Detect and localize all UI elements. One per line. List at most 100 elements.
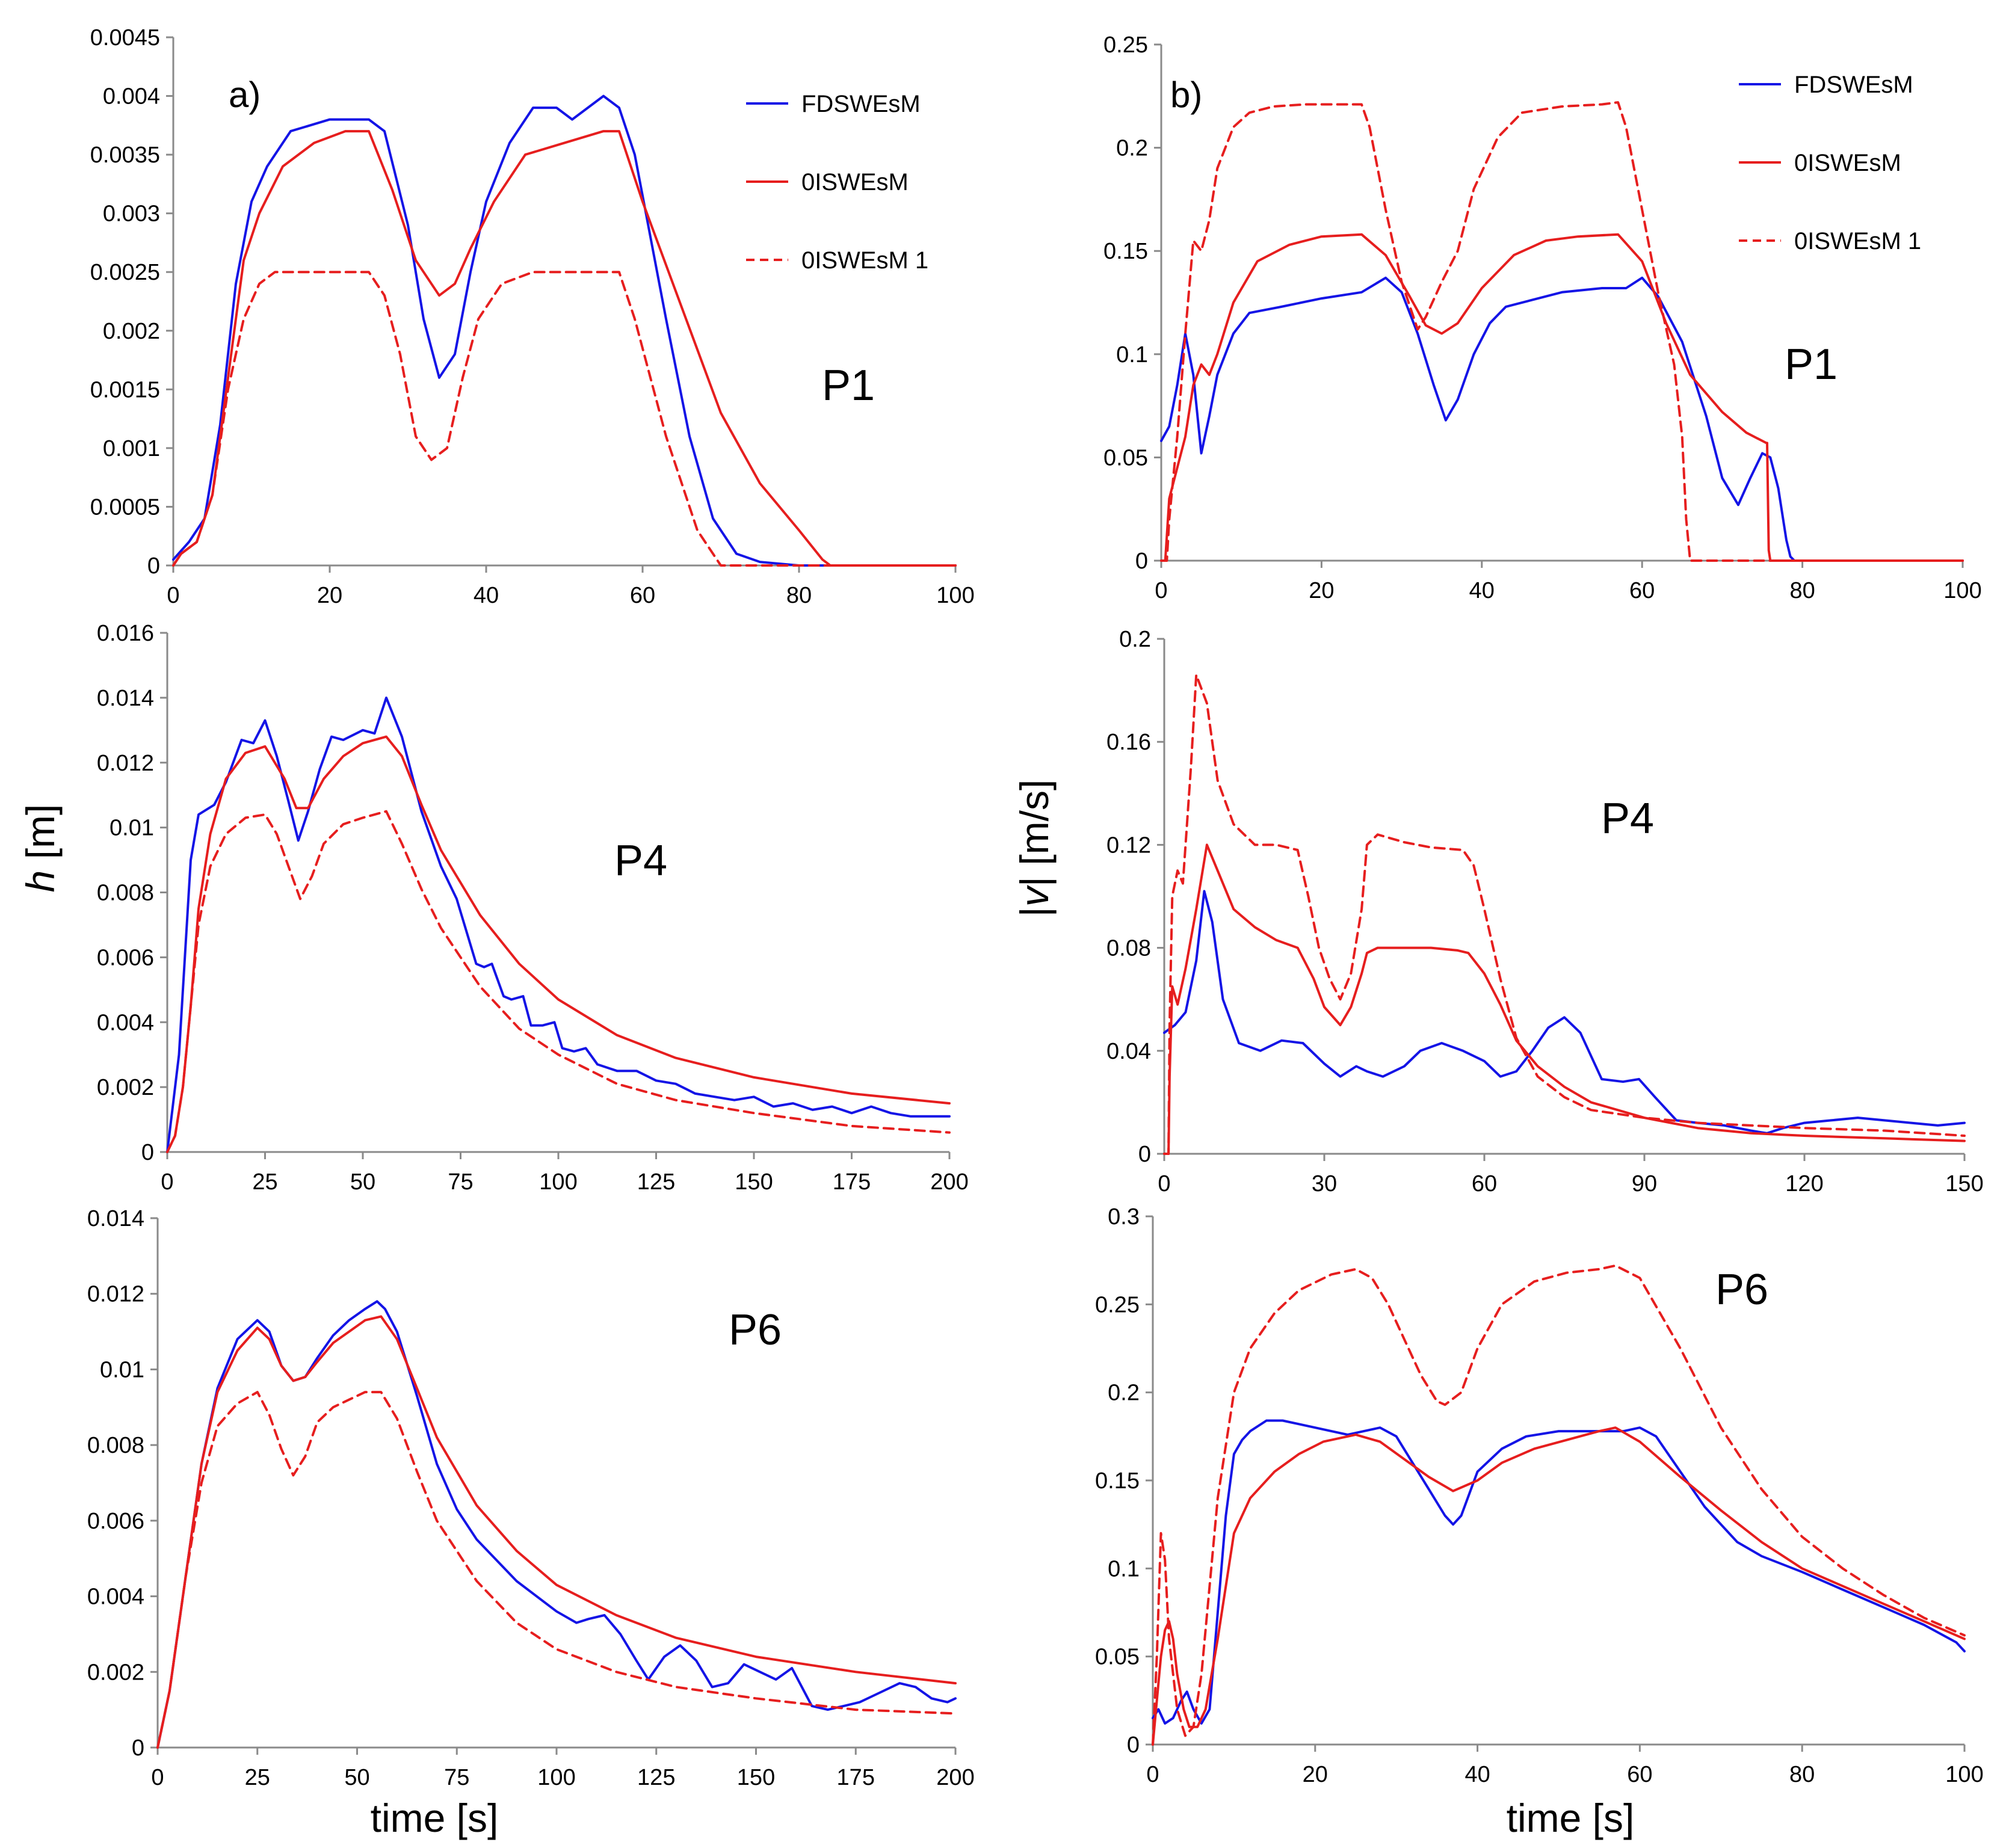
x-tick-label: 100 — [1943, 578, 1981, 603]
panel-a: 0 0.0005 0.001 0.0015 0.002 0.0025 0.003 0.0035… — [90, 25, 975, 608]
y-tick-label: 0.08 — [1106, 936, 1151, 961]
x-tick-label: 60 — [630, 583, 655, 608]
series-line-fdswesm — [1163, 890, 1966, 1135]
x-tick-label: 50 — [350, 1169, 375, 1195]
series-line-0iswesm — [1152, 1426, 1966, 1746]
y-tick-label: 0.05 — [1103, 445, 1148, 470]
y-tick-label: 0.2 — [1116, 136, 1148, 161]
x-tick-label: 150 — [737, 1765, 775, 1790]
x-tick-label: 200 — [936, 1765, 974, 1790]
series-line-fdswesm — [172, 94, 957, 567]
y-tick-label: 0.01 — [100, 1357, 144, 1382]
y-tick-label: 0.008 — [87, 1433, 144, 1458]
x-tick-label: 25 — [252, 1169, 277, 1195]
series-line-0iswesm-1 — [156, 1391, 957, 1749]
x-tick-label: 125 — [637, 1765, 675, 1790]
y-axis-label-h: h [m] — [18, 804, 63, 893]
x-tick-label: 25 — [245, 1765, 270, 1790]
y-tick-label: 0.0025 — [90, 260, 160, 285]
y-tick-label: 0 — [141, 1140, 154, 1165]
x-tick-label: 200 — [930, 1169, 968, 1195]
legend-label: 0ISWEsM — [801, 169, 909, 196]
x-tick-label: 100 — [936, 583, 974, 608]
y-tick-label: 0.0015 — [90, 377, 160, 402]
station-label: P4 — [614, 837, 667, 885]
panel-c: 0 0.002 0.004 0.006 0.008 0.01 0.012 0.014 0.016… — [97, 621, 969, 1195]
y-tick-label: 0.01 — [110, 816, 154, 841]
panel-b: 0 0.05 0.1 0.15 0.2 0.25 0 20 40 60 80 100 P1 b) FDSWE… — [1103, 32, 1982, 603]
y-tick-label: 0.0045 — [90, 25, 160, 51]
panel-e: 0 0.002 0.004 0.006 0.008 0.01 0.012 0.014 0 25 50… — [87, 1206, 975, 1790]
legend-label: 0ISWEsM 1 — [1794, 228, 1921, 254]
x-tick-label: 20 — [317, 583, 342, 608]
y-tick-label: 0.002 — [87, 1660, 144, 1685]
series-line-fdswesm — [166, 696, 951, 1153]
series-line-0iswesm — [166, 735, 951, 1153]
series-line-0iswesm-1 — [1160, 101, 1964, 562]
panel-d: 0 0.04 0.08 0.12 0.16 0.2 0 30 60 90 120 150 P4 — [1106, 627, 1984, 1197]
y-tick-label: 0.003 — [103, 202, 160, 227]
x-tick-label: 125 — [637, 1169, 675, 1195]
y-tick-label: 0.004 — [97, 1010, 154, 1035]
x-tick-label: 100 — [537, 1765, 575, 1790]
x-axis-label-left: time [s] — [371, 1796, 499, 1840]
y-tick-label: 0.006 — [87, 1509, 144, 1534]
x-tick-label: 0 — [151, 1765, 164, 1790]
y-tick-label: 0.15 — [1095, 1468, 1140, 1494]
station-label: P1 — [822, 362, 875, 410]
x-tick-label: 75 — [444, 1765, 469, 1790]
y-tick-label: 0.008 — [97, 881, 154, 906]
x-tick-label: 20 — [1303, 1762, 1328, 1787]
legend-label: FDSWEsM — [1794, 72, 1913, 98]
series-line-0iswesm — [1163, 843, 1966, 1155]
y-tick-label: 0.006 — [97, 945, 154, 970]
x-tick-label: 175 — [837, 1765, 875, 1790]
panel-letter: a) — [229, 75, 261, 115]
y-tick-label: 0 — [132, 1736, 144, 1761]
x-tick-label: 50 — [344, 1765, 369, 1790]
x-tick-label: 60 — [1629, 578, 1655, 603]
y-tick-label: 0.002 — [103, 319, 160, 344]
x-tick-label: 60 — [1627, 1762, 1652, 1787]
x-tick-label: 0 — [1146, 1762, 1159, 1787]
y-tick-label: 0.0035 — [90, 143, 160, 168]
y-tick-label: 0.05 — [1095, 1645, 1140, 1670]
x-tick-label: 60 — [1472, 1171, 1497, 1197]
x-tick-label: 75 — [448, 1169, 473, 1195]
panel-f: 0 0.05 0.1 0.15 0.2 0.25 0.3 0 20 40 60 80 100 P6 — [1095, 1204, 1984, 1787]
y-tick-label: 0 — [1138, 1142, 1151, 1167]
panel-letter: b) — [1170, 75, 1202, 115]
x-tick-label: 120 — [1785, 1171, 1823, 1197]
series-line-0iswesm — [156, 1315, 957, 1749]
series-line-0iswesm-1 — [1152, 1264, 1966, 1746]
x-tick-label: 90 — [1632, 1171, 1657, 1197]
x-tick-label: 80 — [1789, 578, 1815, 603]
x-tick-label: 100 — [539, 1169, 577, 1195]
station-label: P4 — [1601, 795, 1654, 843]
y-tick-label: 0.016 — [97, 621, 154, 646]
y-tick-label: 0.2 — [1108, 1381, 1140, 1406]
y-tick-label: 0.1 — [1116, 342, 1148, 368]
x-tick-label: 0 — [1158, 1171, 1170, 1197]
x-axis-label-right: time [s] — [1507, 1796, 1635, 1840]
series-line-fdswesm — [1160, 276, 1964, 562]
station-label: P6 — [1715, 1266, 1768, 1314]
series-line-0iswesm-1 — [166, 810, 951, 1153]
series-line-0iswesm-1 — [172, 271, 957, 567]
x-tick-label: 40 — [1464, 1762, 1490, 1787]
x-tick-label: 100 — [1945, 1762, 1983, 1787]
y-tick-label: 0.2 — [1119, 627, 1151, 652]
legend-label: 0ISWEsM 1 — [801, 247, 928, 274]
series-line-0iswesm-1 — [1163, 673, 1966, 1155]
y-tick-label: 0.014 — [87, 1206, 144, 1231]
series-line-0iswesm — [172, 130, 957, 567]
y-tick-label: 0 — [147, 553, 160, 579]
y-axis-label-v: |v| [m/s] — [1012, 780, 1057, 917]
x-tick-label: 150 — [735, 1169, 773, 1195]
x-tick-label: 80 — [786, 583, 812, 608]
y-tick-label: 0.1 — [1108, 1556, 1140, 1582]
x-tick-label: 0 — [161, 1169, 173, 1195]
x-tick-label: 20 — [1309, 578, 1334, 603]
x-tick-label: 0 — [167, 583, 179, 608]
